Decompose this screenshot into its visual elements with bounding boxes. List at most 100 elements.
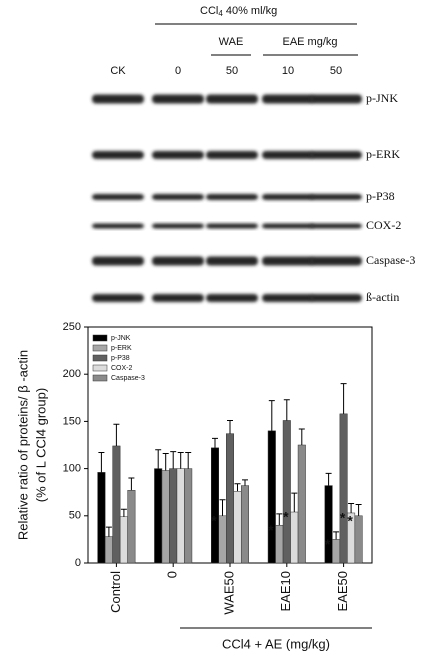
error-bar bbox=[155, 449, 162, 469]
bar bbox=[176, 468, 185, 564]
bar bbox=[127, 490, 136, 564]
band bbox=[310, 151, 362, 159]
band bbox=[152, 256, 204, 266]
error-bar bbox=[120, 508, 127, 517]
significance-mark: * bbox=[325, 536, 331, 552]
significance-mark: * bbox=[283, 509, 289, 525]
bar bbox=[119, 516, 128, 564]
band bbox=[262, 194, 314, 200]
group-label: EAE mg/kg bbox=[282, 36, 337, 48]
header-sub: 4 bbox=[218, 9, 223, 18]
error-bar bbox=[227, 419, 233, 434]
error-bar bbox=[348, 503, 355, 513]
blot: CK 0 50 10 50 p-JNK p-ERK p-P38 COX-2 Caspase-3 ß-… bbox=[92, 65, 415, 304]
bar bbox=[184, 468, 193, 564]
bar bbox=[233, 491, 242, 564]
y-tick-label: 100 bbox=[63, 463, 81, 475]
band bbox=[262, 94, 314, 104]
legend-label: p-JNK bbox=[111, 335, 131, 342]
band bbox=[262, 294, 314, 302]
error-bar bbox=[355, 503, 362, 516]
error-bar bbox=[234, 483, 241, 492]
y-axis-label: Relative ratio of proteins/ β -actin bbox=[15, 350, 30, 540]
x-tick-label: EAE10 bbox=[278, 571, 293, 611]
band bbox=[152, 151, 204, 159]
y-tick-label: 0 bbox=[75, 557, 81, 569]
error-bar bbox=[219, 499, 226, 516]
legend-label: COX-2 bbox=[111, 365, 133, 372]
bar bbox=[112, 445, 121, 564]
error-bar bbox=[113, 423, 120, 446]
blot-header: CCl4 40% ml/kg bbox=[200, 5, 277, 18]
band bbox=[262, 151, 314, 159]
band bbox=[310, 194, 362, 200]
legend-swatch bbox=[92, 374, 108, 382]
significance-mark: * bbox=[268, 522, 274, 538]
error-bar bbox=[170, 451, 177, 469]
bar bbox=[290, 511, 299, 564]
band bbox=[310, 294, 362, 302]
band bbox=[92, 256, 144, 266]
bar bbox=[267, 430, 276, 564]
legend-swatch bbox=[92, 364, 108, 372]
error-bar bbox=[177, 452, 184, 469]
y-tick-label: 200 bbox=[63, 368, 81, 380]
bar bbox=[154, 468, 163, 564]
y-axis-label: (% of L CCl4 group) bbox=[33, 388, 48, 502]
error-bar bbox=[185, 452, 192, 469]
error-bar bbox=[340, 383, 347, 414]
band bbox=[206, 194, 258, 200]
band bbox=[152, 223, 204, 229]
bar bbox=[104, 536, 113, 564]
significance-mark: * bbox=[347, 513, 353, 529]
bar bbox=[211, 447, 219, 564]
bar bbox=[161, 470, 170, 564]
x-axis-label: CCl4 + AE (mg/kg) bbox=[222, 636, 330, 651]
band bbox=[310, 223, 362, 229]
legend-label: p-ERK bbox=[111, 345, 132, 352]
lane-label: 0 bbox=[175, 65, 181, 77]
significance-mark: * bbox=[211, 513, 217, 529]
y-tick-label: 50 bbox=[69, 510, 81, 522]
band bbox=[152, 194, 204, 200]
error-bar bbox=[98, 452, 105, 473]
error-bar bbox=[298, 428, 305, 445]
lane-label: CK bbox=[110, 65, 126, 77]
band bbox=[92, 294, 144, 302]
header-text: 40% ml/kg bbox=[223, 5, 277, 17]
bar bbox=[218, 515, 227, 564]
bar bbox=[297, 444, 306, 564]
bar bbox=[354, 515, 363, 564]
protein-label: COX-2 bbox=[366, 218, 401, 232]
bar bbox=[339, 413, 348, 564]
error-bar bbox=[283, 399, 290, 421]
protein-label: p-ERK bbox=[366, 147, 400, 161]
bar bbox=[241, 485, 249, 564]
error-bar bbox=[242, 479, 248, 486]
x-tick-label: 0 bbox=[165, 571, 180, 578]
protein-label: Caspase-3 bbox=[366, 253, 415, 267]
header-text: CCl bbox=[200, 5, 218, 17]
legend-label: Caspase-3 bbox=[111, 375, 145, 382]
band bbox=[310, 94, 362, 104]
error-bar bbox=[105, 526, 112, 537]
lane-label: 10 bbox=[282, 65, 294, 77]
error-bar bbox=[128, 477, 135, 491]
y-tick-label: 150 bbox=[63, 415, 81, 427]
significance-mark: * bbox=[340, 510, 346, 526]
error-bar bbox=[212, 437, 218, 448]
bar bbox=[226, 433, 234, 564]
band bbox=[206, 256, 258, 266]
band bbox=[310, 256, 362, 266]
band bbox=[262, 223, 314, 229]
y-tick-label: 250 bbox=[63, 321, 81, 333]
error-bar bbox=[333, 531, 340, 540]
protein-label: p-P38 bbox=[366, 189, 395, 203]
error-bar bbox=[162, 452, 169, 471]
lane-label: 50 bbox=[330, 65, 342, 77]
band bbox=[92, 151, 144, 159]
error-bar bbox=[268, 400, 275, 431]
lane-label: 50 bbox=[226, 65, 238, 77]
